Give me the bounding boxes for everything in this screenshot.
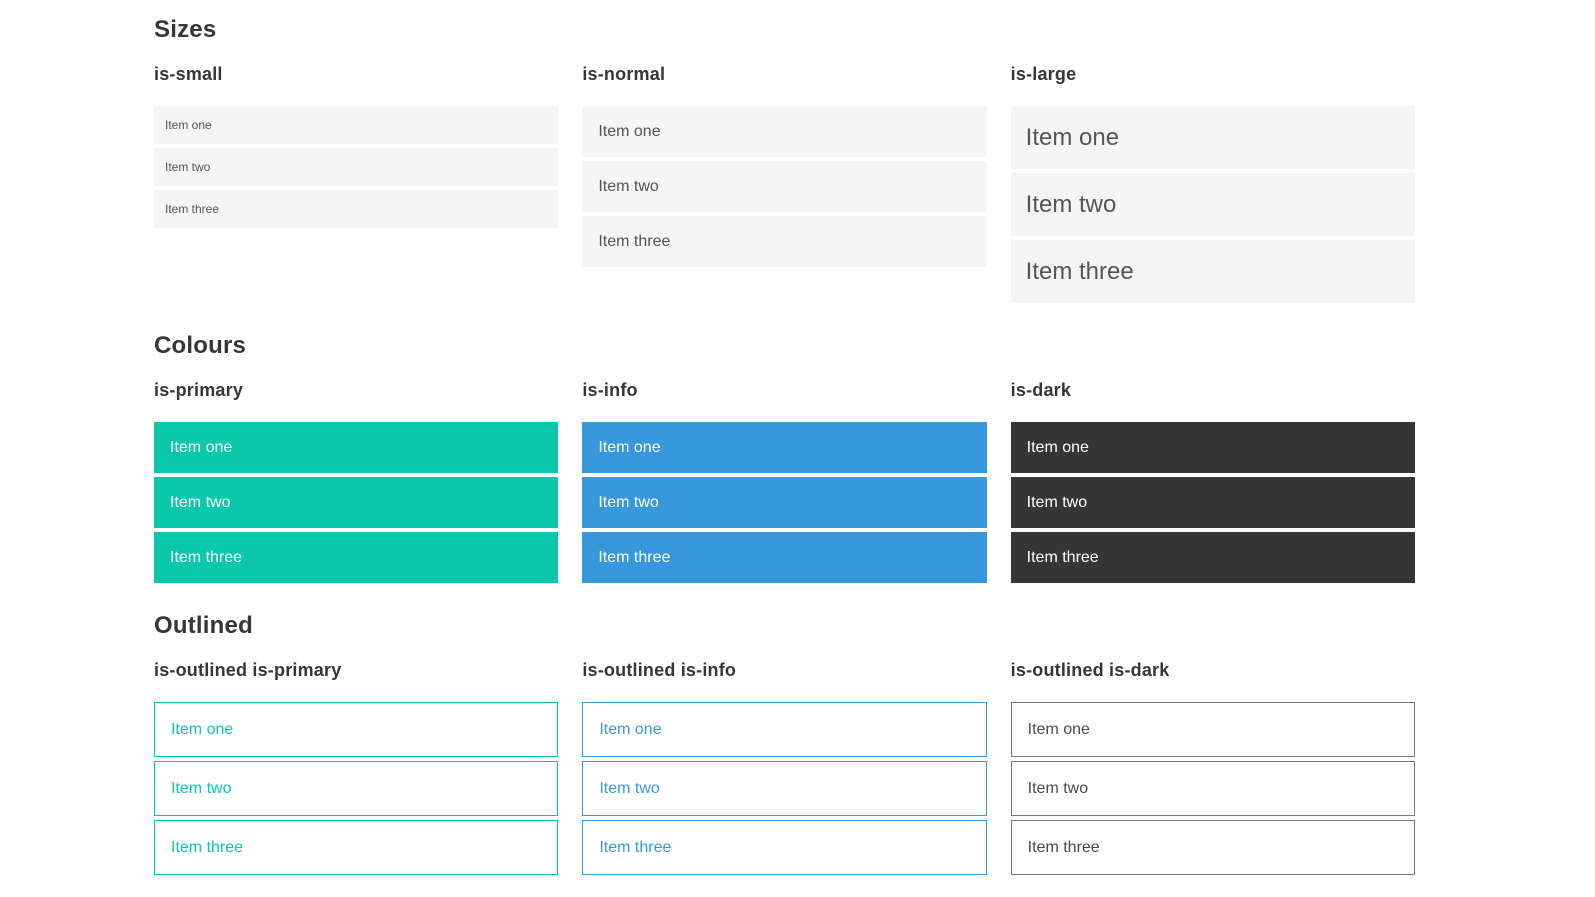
list-item: Item three bbox=[1010, 820, 1415, 875]
list-normal: Item one Item two Item three bbox=[582, 106, 987, 267]
list-item: Item two bbox=[154, 477, 559, 528]
colours-columns: is-primary Item one Item two Item three … bbox=[154, 379, 1415, 583]
group-title: is-outlined is-info bbox=[582, 660, 737, 680]
content-container: Sizes is-small Item one Item two Item th… bbox=[154, 0, 1415, 875]
group-title: is-outlined is-primary bbox=[154, 660, 342, 680]
list-item: Item three bbox=[582, 216, 987, 267]
list-item: Item two bbox=[582, 761, 987, 816]
list-item: Item three bbox=[154, 820, 559, 875]
group-is-outlined-is-info: is-outlined is-info Item one Item two It… bbox=[582, 659, 987, 875]
group-title: is-dark bbox=[1010, 380, 1072, 400]
list-item: Item one bbox=[154, 702, 559, 757]
list-small: Item one Item two Item three bbox=[154, 106, 559, 228]
list-item: Item one bbox=[1010, 106, 1415, 169]
list-outlined-primary: Item one Item two Item three bbox=[154, 702, 559, 875]
group-is-normal: is-normal Item one Item two Item three bbox=[582, 63, 987, 267]
list-item: Item one bbox=[582, 106, 987, 157]
list-item: Item one bbox=[154, 106, 559, 144]
group-title: is-normal bbox=[582, 64, 666, 84]
list-item: Item one bbox=[154, 422, 559, 473]
sizes-columns: is-small Item one Item two Item three is… bbox=[154, 63, 1415, 303]
list-item: Item two bbox=[1010, 761, 1415, 816]
list-item: Item two bbox=[154, 761, 559, 816]
section-title: Outlined bbox=[154, 612, 253, 639]
list-item: Item one bbox=[1010, 702, 1415, 757]
group-is-dark: is-dark Item one Item two Item three bbox=[1010, 379, 1415, 583]
list-item: Item one bbox=[582, 422, 987, 473]
group-title: is-info bbox=[582, 380, 638, 400]
section-title: Sizes bbox=[154, 16, 217, 43]
list-item: Item three bbox=[1010, 240, 1415, 303]
list-item: Item one bbox=[582, 702, 987, 757]
group-title: is-small bbox=[154, 64, 223, 84]
group-is-outlined-is-dark: is-outlined is-dark Item one Item two It… bbox=[1010, 659, 1415, 875]
list-item: Item two bbox=[1010, 173, 1415, 236]
group-title: is-primary bbox=[154, 380, 244, 400]
list-large: Item one Item two Item three bbox=[1010, 106, 1415, 303]
list-item: Item three bbox=[154, 532, 559, 583]
list-item: Item two bbox=[582, 161, 987, 212]
group-is-small: is-small Item one Item two Item three bbox=[154, 63, 559, 228]
group-is-large: is-large Item one Item two Item three bbox=[1010, 63, 1415, 303]
list-outlined-dark: Item one Item two Item three bbox=[1010, 702, 1415, 875]
list-item: Item two bbox=[1010, 477, 1415, 528]
list-outlined-info: Item one Item two Item three bbox=[582, 702, 987, 875]
list-dark: Item one Item two Item three bbox=[1010, 422, 1415, 583]
list-item: Item two bbox=[154, 148, 559, 186]
list-info: Item one Item two Item three bbox=[582, 422, 987, 583]
group-is-primary: is-primary Item one Item two Item three bbox=[154, 379, 559, 583]
group-is-info: is-info Item one Item two Item three bbox=[582, 379, 987, 583]
list-item: Item three bbox=[582, 820, 987, 875]
group-is-outlined-is-primary: is-outlined is-primary Item one Item two… bbox=[154, 659, 559, 875]
list-item: Item two bbox=[582, 477, 987, 528]
group-title: is-outlined is-dark bbox=[1010, 660, 1170, 680]
outlined-columns: is-outlined is-primary Item one Item two… bbox=[154, 659, 1415, 875]
section-title: Colours bbox=[154, 332, 247, 359]
list-item: Item three bbox=[154, 190, 559, 228]
section-sizes: Sizes is-small Item one Item two Item th… bbox=[154, 15, 1415, 303]
group-title: is-large bbox=[1010, 64, 1077, 84]
section-colours: Colours is-primary Item one Item two Ite… bbox=[154, 331, 1415, 583]
list-item: Item three bbox=[582, 532, 987, 583]
list-item: Item three bbox=[1010, 532, 1415, 583]
section-outlined: Outlined is-outlined is-primary Item one… bbox=[154, 611, 1415, 875]
list-primary: Item one Item two Item three bbox=[154, 422, 559, 583]
list-item: Item one bbox=[1010, 422, 1415, 473]
